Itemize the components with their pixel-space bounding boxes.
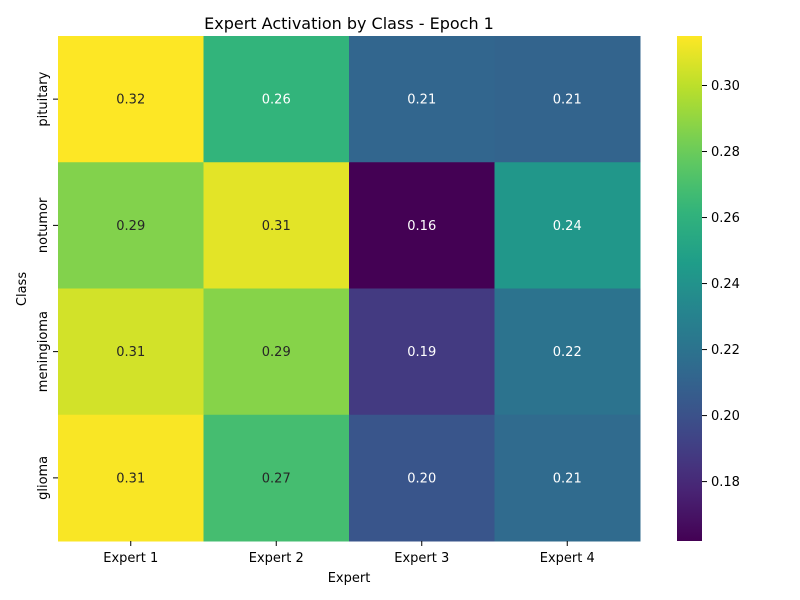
x-axis-label: Expert bbox=[328, 571, 371, 586]
heatmap-cell-labels: 0.32 0.26 0.21 0.21 0.29 0.31 0.16 0.24 0.31 0.29… bbox=[116, 93, 581, 487]
colorbar-tick-label: 0.24 bbox=[711, 277, 740, 292]
heatmap-cell-label: 0.21 bbox=[407, 93, 436, 108]
heatmap-cells bbox=[58, 36, 641, 542]
heatmap-cell bbox=[58, 162, 204, 289]
heatmap-cell-label: 0.26 bbox=[262, 93, 291, 108]
heatmap-cell-label: 0.29 bbox=[262, 345, 291, 360]
heatmap-cell-label: 0.32 bbox=[116, 93, 145, 108]
heatmap-cell bbox=[203, 288, 350, 416]
heatmap-cell bbox=[494, 36, 641, 163]
heatmap-cell-label: 0.16 bbox=[407, 219, 436, 234]
x-tick-label: Expert 4 bbox=[540, 551, 595, 566]
heatmap-cell-label: 0.31 bbox=[116, 471, 145, 486]
colorbar-tick-label: 0.26 bbox=[711, 211, 740, 226]
colorbar-tick-label: 0.30 bbox=[711, 79, 740, 94]
heatmap-cell-label: 0.21 bbox=[553, 471, 582, 486]
heatmap-cell bbox=[203, 162, 350, 289]
heatmap-cell bbox=[494, 414, 641, 542]
heatmap-cell-label: 0.22 bbox=[553, 345, 582, 360]
heatmap-cell-label: 0.20 bbox=[407, 471, 436, 486]
heatmap-cell-label: 0.31 bbox=[262, 219, 291, 234]
colorbar-gradient bbox=[677, 36, 702, 541]
heatmap-cell bbox=[349, 162, 495, 289]
heatmap-cell bbox=[58, 414, 204, 542]
x-tick-label: Expert 3 bbox=[394, 551, 449, 566]
x-axis: Expert 1 Expert 2 Expert 3 Expert 4 bbox=[103, 541, 595, 566]
chart-title: Expert Activation by Class - Epoch 1 bbox=[204, 14, 494, 33]
heatmap-cell bbox=[349, 36, 495, 163]
colorbar-tick-label: 0.22 bbox=[711, 343, 740, 358]
y-tick-label: meningioma bbox=[36, 311, 51, 392]
heatmap-cell bbox=[494, 162, 641, 289]
heatmap-cell bbox=[349, 414, 495, 542]
heatmap-cell bbox=[58, 288, 204, 416]
heatmap-cell-label: 0.29 bbox=[116, 219, 145, 234]
colorbar-tick-label: 0.18 bbox=[711, 475, 740, 490]
y-tick-label: glioma bbox=[36, 456, 51, 500]
heatmap-cell-label: 0.31 bbox=[116, 345, 145, 360]
colorbar: 0.18 0.20 0.22 0.24 0.26 0.28 0.30 bbox=[677, 36, 740, 541]
colorbar-tick-label: 0.20 bbox=[711, 409, 740, 424]
heatmap-cell bbox=[58, 36, 204, 163]
heatmap-cell-label: 0.27 bbox=[262, 471, 291, 486]
heatmap-cell bbox=[349, 288, 495, 416]
colorbar-tick-label: 0.28 bbox=[711, 145, 740, 160]
x-tick-label: Expert 2 bbox=[249, 551, 304, 566]
y-axis: pituitary notumor meningioma glioma bbox=[36, 71, 58, 500]
heatmap-cell bbox=[494, 288, 641, 416]
heatmap-cell-label: 0.19 bbox=[407, 345, 436, 360]
y-tick-label: notumor bbox=[36, 197, 51, 253]
y-axis-label: Class bbox=[15, 272, 30, 306]
heatmap-cell-label: 0.21 bbox=[553, 93, 582, 108]
y-tick-label: pituitary bbox=[36, 71, 51, 126]
x-tick-label: Expert 1 bbox=[103, 551, 158, 566]
heatmap-cell bbox=[203, 414, 350, 542]
heatmap-cell bbox=[203, 36, 350, 163]
heatmap-cell-label: 0.24 bbox=[553, 219, 582, 234]
